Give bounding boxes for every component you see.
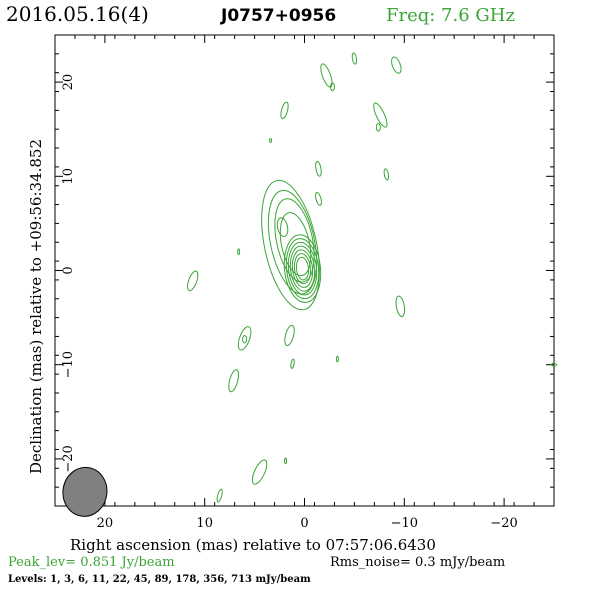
jet-contour [276,217,289,237]
core-contour [293,253,312,285]
source-name: J0757+0956 [220,6,336,26]
noise-contour [216,488,223,503]
noise-contour [228,369,239,393]
contour-levels: Levels: 1, 3, 6, 11, 22, 45, 89, 178, 35… [8,574,311,585]
noise-contour [320,63,333,88]
x-tick-label: 0 [300,516,308,531]
jet-contour [274,198,315,283]
core-contour [295,256,310,281]
y-axis-label: Declination (mas) relative to +09:56:34.… [27,139,45,474]
noise-contour [395,295,406,318]
axis-tick-labels: 20 10 0 −10 −20 20 10 0 −10 −20 [61,74,518,531]
core-contour [285,238,320,300]
restoring-beam [62,466,108,517]
rms-noise: Rms_noise= 0.3 mJy/beam [330,555,505,570]
noise-contour [284,324,295,347]
noise-contour [242,334,248,344]
axis-ticks [54,34,555,507]
jet-contour [261,179,320,311]
noise-contour [280,101,289,120]
jet-contour [279,212,312,277]
observation-date: 2016.05.16(4) [6,2,149,26]
noise-contour [269,138,273,143]
noise-contour [290,358,295,369]
noise-contour [329,82,335,92]
noise-contour [315,160,322,177]
noise-contour [373,102,388,128]
x-tick-label: −20 [490,516,517,531]
beam-ellipse-layer [62,466,108,517]
noise-contour [251,459,268,485]
y-tick-label: 10 [61,168,76,185]
noise-contour [284,457,288,465]
jet-contour [267,189,318,295]
noise-contour [375,123,381,132]
y-tick-label: 20 [61,74,76,91]
noise-contour [351,52,358,65]
x-tick-label: 20 [97,516,114,531]
noise-contour [237,326,252,351]
core-contour [287,241,318,296]
y-tick-label: −10 [61,351,76,378]
frequency-label: Freq: 7.6 GHz [386,5,515,26]
noise-contour [335,355,339,363]
noise-contour [383,168,390,181]
plot-frame [54,34,555,507]
noise-contour [315,192,322,206]
peak-level: Peak_lev= 0.851 Jy/beam [8,555,175,570]
noise-contour [187,270,199,292]
core-contour [291,249,314,288]
x-axis-label: Right ascension (mas) relative to 07:57:… [70,536,436,554]
noise-contour [391,56,402,74]
y-tick-label: −20 [61,445,76,472]
noise-contour [237,248,241,255]
core-contour [283,234,322,303]
x-tick-label: 10 [196,516,213,531]
noise-contour [551,362,557,367]
x-tick-label: −10 [391,516,418,531]
core-contour [289,245,316,292]
y-tick-label: 0 [61,266,76,274]
contour-layer [187,52,557,503]
